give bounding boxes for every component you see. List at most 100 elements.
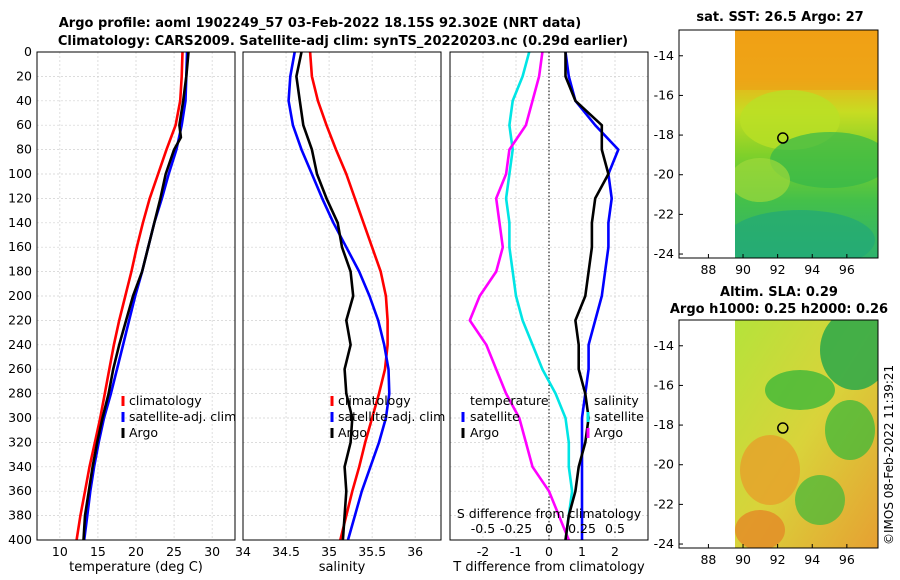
legend-label-satellite: satellite-adj. clim (129, 409, 236, 424)
top-tick-label: -0.25 (500, 521, 532, 536)
salinity-legend: climatology satellite-adj. clim Argo (330, 393, 445, 440)
y-tick-label: 300 (8, 410, 32, 425)
lon-tick-label: 90 (735, 262, 751, 277)
legend-title-temperature: temperature (470, 393, 549, 408)
sla-map-tick-labels: 88 90 92 94 96 -14 -16 -18 -20 -22 -24 (654, 338, 855, 567)
legend-label-s-argo: Argo (594, 425, 623, 440)
y-tick-label: 60 (16, 117, 32, 132)
series-line-satellite-adj-clim (287, 51, 391, 541)
sla-map-title-line2: Argo h1000: 0.25 h2000: 0.26 (670, 302, 888, 317)
y-tick-label: 380 (8, 508, 32, 523)
sst-map-tick-labels: 88 90 92 94 96 -14 -16 -18 -20 -22 -24 (654, 48, 855, 277)
series-line-satellite-adj-clim (82, 51, 189, 541)
y-tick-label: 20 (16, 68, 32, 83)
difference-legend: temperature satellite Argo salinity sate… (461, 393, 644, 440)
lat-tick-label: -22 (654, 496, 674, 511)
series-line-climatology (75, 51, 184, 541)
lon-tick-label: 88 (700, 552, 716, 567)
legend-label-satellite: satellite-adj. clim (338, 409, 445, 424)
y-tick-label: 400 (8, 532, 32, 547)
salinity-xlabel: salinity (319, 560, 366, 575)
y-tick-label: 120 (8, 190, 32, 205)
lat-tick-label: -20 (654, 457, 674, 472)
x-tick-label: 34 (235, 544, 251, 559)
lon-tick-label: 96 (839, 552, 855, 567)
lat-tick-label: -24 (654, 536, 674, 551)
y-tick-label: 180 (8, 264, 32, 279)
sst-heatmap (735, 30, 878, 258)
difference-panel: -2 -1 0 1 2 T difference from climatology S … (449, 51, 649, 575)
y-tick-label: 100 (8, 166, 32, 181)
salinity-axes-box (242, 51, 442, 541)
lat-tick-label: -16 (654, 377, 674, 392)
temperature-xlabel: temperature (deg C) (69, 560, 203, 575)
lon-tick-label: 88 (700, 262, 716, 277)
sla-map-box (678, 319, 879, 549)
sla-map: Altim. SLA: 0.29 Argo h1000: 0.25 h2000:… (654, 285, 889, 567)
t-difference-xlabel: T difference from climatology (452, 560, 645, 575)
lon-tick-label: 90 (735, 552, 751, 567)
temperature-tick-labels: 10 15 20 25 30 (52, 544, 220, 559)
legend-label-climatology: climatology (338, 393, 411, 408)
argo-position-marker (777, 132, 789, 144)
salinity-grid (242, 51, 441, 541)
temperature-axes-box (36, 51, 236, 541)
y-tick-label: 140 (8, 215, 32, 230)
s-difference-tick-labels: -0.5 -0.25 0 0.25 0.5 (471, 521, 625, 536)
legend-label-s-satellite: satellite (594, 409, 644, 424)
top-tick-label: 0 (545, 521, 553, 536)
sla-map-title-line1: Altim. SLA: 0.29 (720, 285, 838, 300)
legend-label-argo: Argo (129, 425, 158, 440)
sla-heatmap (735, 320, 878, 548)
legend-label-t-satellite: satellite (470, 409, 520, 424)
x-tick-label: -2 (477, 544, 489, 559)
difference-axes-box (449, 51, 649, 541)
lat-tick-label: -16 (654, 87, 674, 102)
lat-tick-label: -14 (654, 48, 674, 63)
lon-tick-label: 92 (770, 262, 786, 277)
lon-tick-label: 94 (804, 552, 820, 567)
y-tick-label: 320 (8, 434, 32, 449)
salinity-panel: 34 34.5 35 35.5 36 salinity climatology sate… (235, 51, 445, 575)
y-tick-label: 360 (8, 483, 32, 498)
x-tick-label: 15 (90, 544, 106, 559)
y-tick-label: 260 (8, 361, 32, 376)
series-line-argo (295, 51, 355, 541)
y-tick-label: 80 (16, 142, 32, 157)
lon-tick-label: 96 (839, 262, 855, 277)
lat-tick-label: -18 (654, 417, 674, 432)
top-tick-label: -0.5 (471, 521, 495, 536)
lat-tick-label: -22 (654, 206, 674, 221)
x-tick-label: 10 (52, 544, 68, 559)
x-tick-label: 25 (166, 544, 182, 559)
lat-tick-label: -14 (654, 338, 674, 353)
lat-tick-label: -18 (654, 127, 674, 142)
x-tick-label: -1 (510, 544, 522, 559)
top-tick-label: 0.5 (605, 521, 625, 536)
legend-title-salinity: salinity (594, 393, 639, 408)
y-tick-label: 220 (8, 312, 32, 327)
t-difference-tick-labels: -2 -1 0 1 2 (477, 544, 619, 559)
lon-tick-label: 94 (804, 262, 820, 277)
legend-label-climatology: climatology (129, 393, 202, 408)
x-tick-label: 35.5 (358, 544, 386, 559)
x-tick-label: 36 (407, 544, 423, 559)
depth-tick-labels: 0 20 40 60 80 100 120 140 160 180 200 220 240 260 280 3… (8, 44, 32, 547)
series-line-climatology (308, 51, 389, 541)
x-tick-label: 20 (128, 544, 144, 559)
lon-tick-label: 92 (770, 552, 786, 567)
salinity-tick-labels: 34 34.5 35 35.5 36 (235, 544, 423, 559)
x-tick-label: 1 (578, 544, 586, 559)
series-line-salinity-argo (564, 52, 610, 541)
temperature-lines (75, 51, 190, 541)
y-tick-label: 200 (8, 288, 32, 303)
argo-position-marker (777, 422, 789, 434)
x-tick-label: 0 (545, 544, 553, 559)
series-line-argo (82, 51, 190, 541)
series-line-temperature-satellite (504, 51, 574, 541)
y-tick-label: 0 (24, 44, 32, 59)
lat-tick-label: -24 (654, 246, 674, 261)
legend-label-argo: Argo (338, 425, 367, 440)
temperature-panel: 0 20 40 60 80 100 120 140 160 180 200 220 240 260 280 3… (8, 44, 236, 575)
s-difference-label: S difference from climatology (457, 506, 642, 521)
